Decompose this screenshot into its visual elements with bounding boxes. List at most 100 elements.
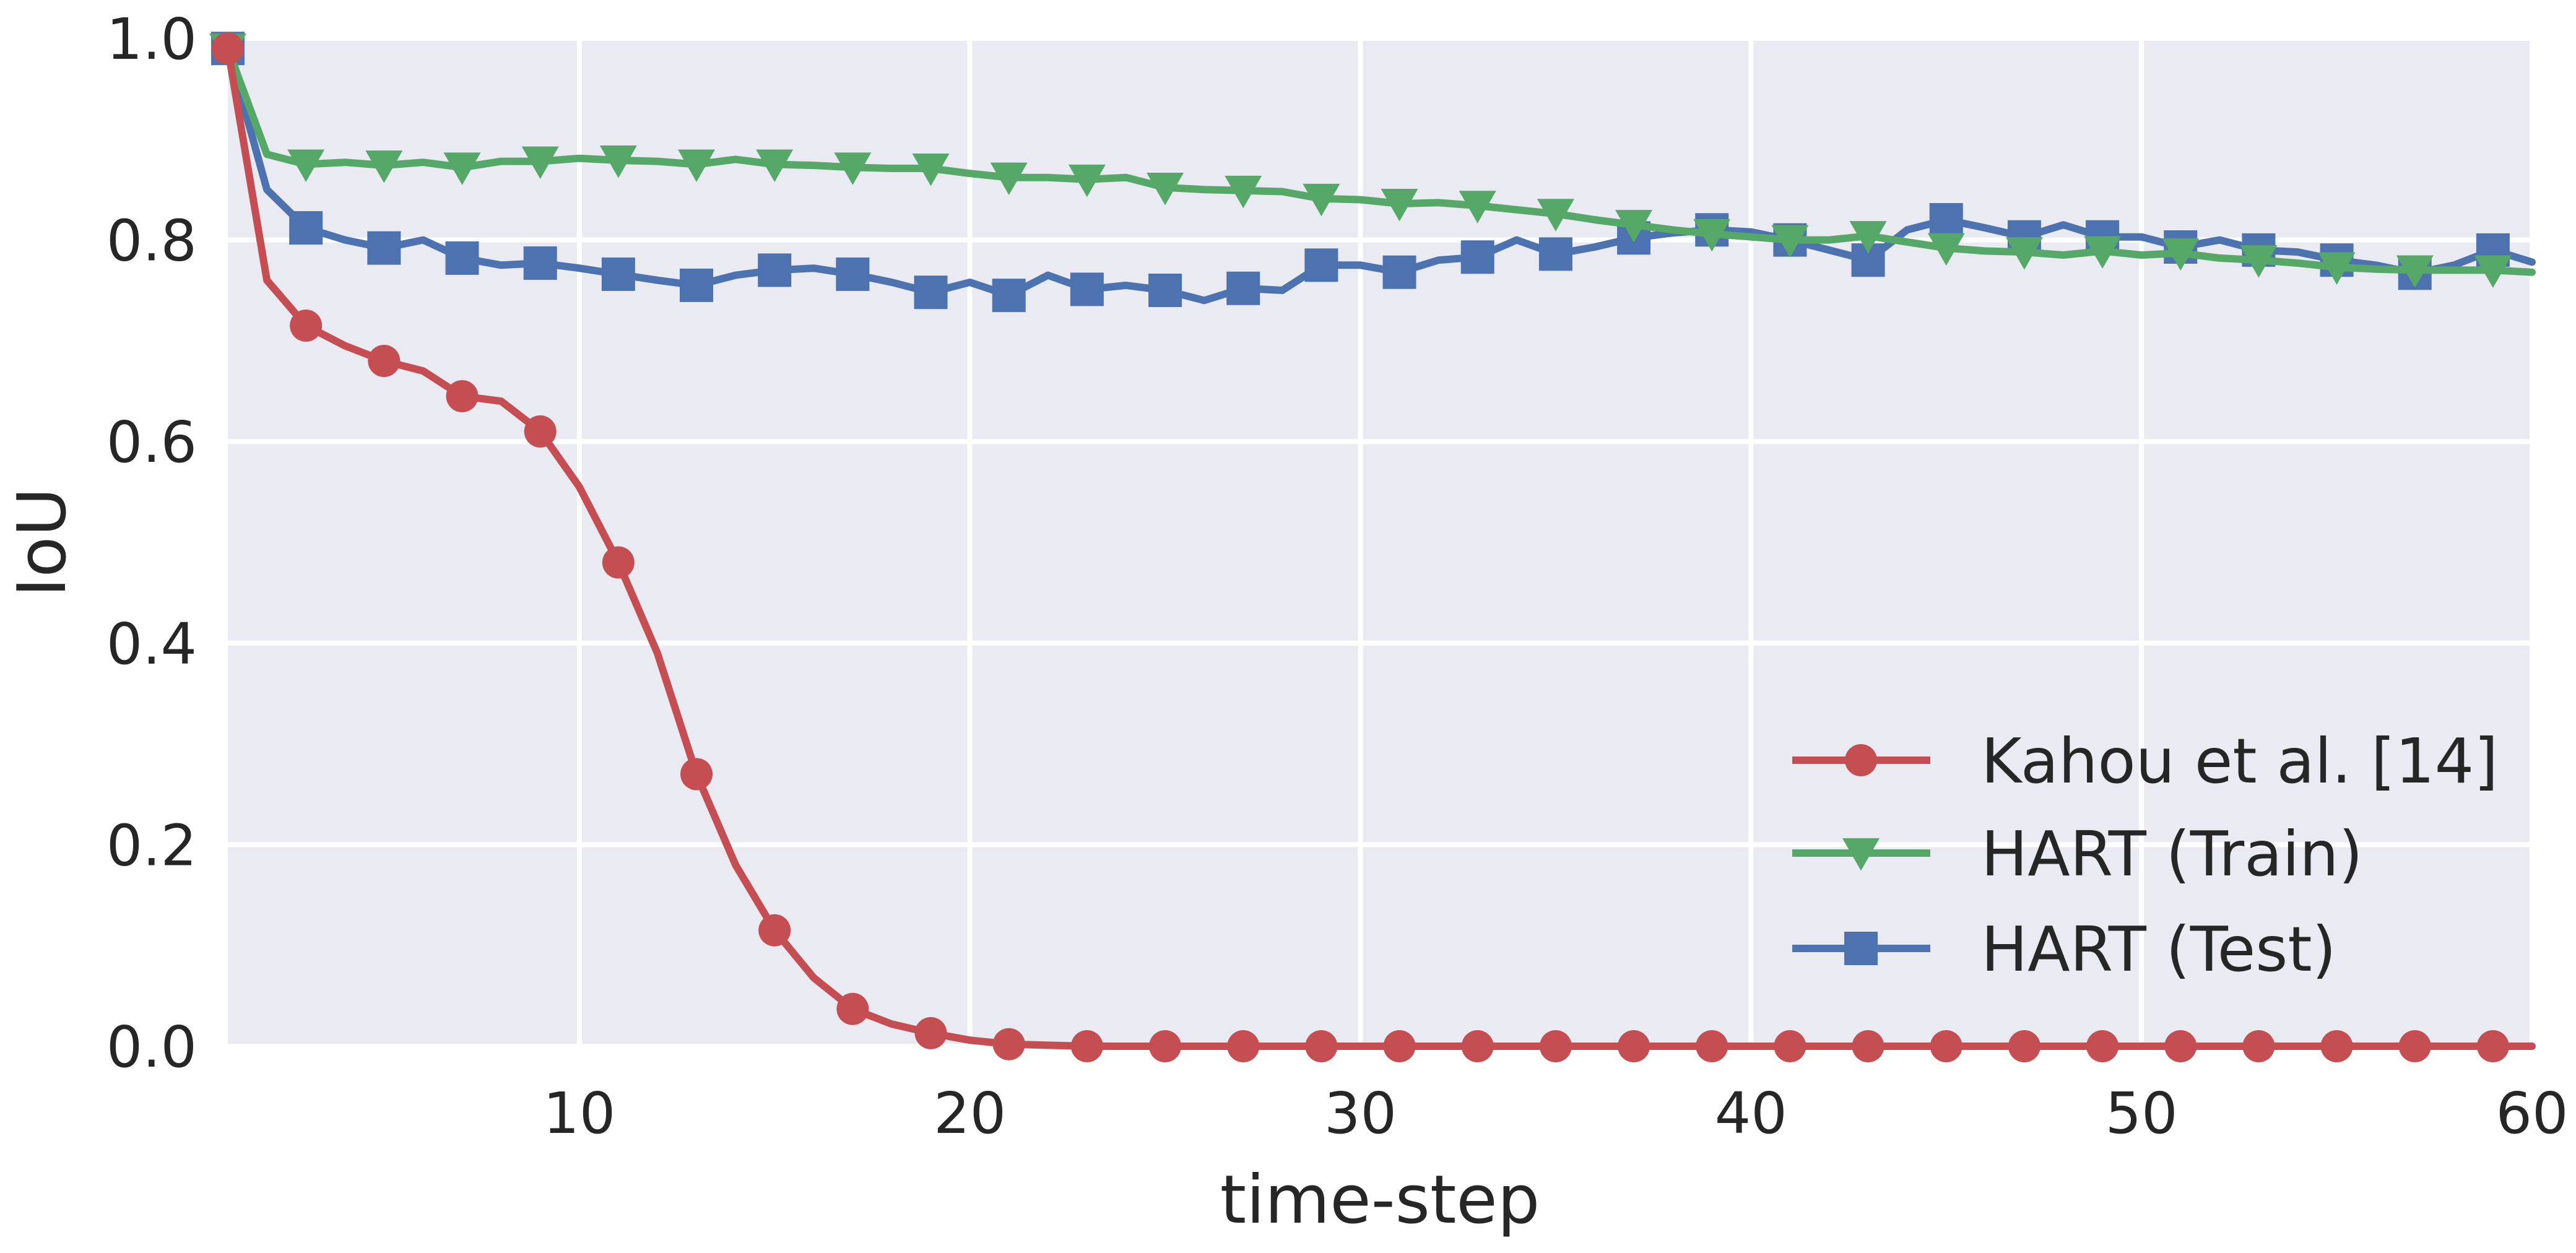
data-point	[992, 1028, 1025, 1060]
data-point	[990, 162, 1028, 196]
data-point	[1537, 199, 1574, 232]
x-tick-label: 20	[934, 1080, 1006, 1147]
data-point	[1459, 191, 1496, 223]
data-point	[2084, 236, 2122, 269]
y-tick-label: 0.0	[106, 1014, 197, 1080]
data-point	[1148, 274, 1182, 307]
data-point	[2396, 255, 2434, 288]
y-tick-label: 0.8	[106, 208, 197, 274]
data-point	[1849, 221, 1887, 254]
data-point	[2320, 1030, 2353, 1062]
data-point	[1696, 1030, 1728, 1062]
data-point	[446, 379, 479, 412]
data-point	[445, 241, 479, 275]
data-point	[1227, 1030, 1260, 1062]
data-point	[521, 146, 559, 180]
legend-marker	[1844, 932, 1878, 965]
y-tick-label: 0.4	[106, 611, 197, 677]
data-point	[836, 257, 870, 291]
data-point	[2318, 252, 2356, 285]
data-point	[758, 914, 791, 947]
data-point	[1774, 1030, 1806, 1062]
legend-label: HART (Test)	[1981, 913, 2336, 986]
data-point	[1771, 225, 1809, 258]
data-point	[1381, 188, 1418, 222]
data-point	[289, 211, 323, 245]
data-point	[1070, 272, 1104, 306]
data-point	[1305, 1030, 1338, 1062]
data-point	[1225, 175, 1262, 209]
series-layer	[209, 32, 2536, 1062]
data-point	[1303, 183, 1340, 217]
x-tick-label: 10	[543, 1080, 615, 1147]
data-point	[914, 275, 948, 310]
data-point	[1929, 203, 1963, 237]
data-point	[290, 309, 323, 342]
data-point	[1147, 172, 1184, 206]
y-tick-labels: 0.0 0.2 0.4 0.6 0.8 1.0	[106, 6, 197, 1080]
data-point	[2242, 1030, 2275, 1062]
data-point	[836, 992, 869, 1025]
x-tick-labels: 10 20 30 40 50 60	[543, 1080, 2568, 1147]
data-point	[1304, 248, 1338, 282]
data-point	[914, 1017, 947, 1049]
data-point	[601, 257, 635, 291]
data-point	[1693, 219, 1731, 252]
legend-label: Kahou et al. [14]	[1981, 725, 2498, 797]
data-point	[368, 344, 401, 377]
data-point	[2005, 237, 2043, 270]
data-point	[599, 145, 637, 178]
data-point	[523, 246, 557, 280]
data-point	[443, 152, 481, 185]
data-point	[992, 279, 1026, 313]
data-point	[912, 154, 950, 186]
data-point	[758, 253, 792, 287]
legend-label: HART (Train)	[1981, 818, 2363, 890]
data-point	[1927, 233, 1965, 266]
data-point	[1383, 1030, 1416, 1062]
data-point	[2008, 1030, 2040, 1062]
y-axis-label: IoU	[4, 488, 81, 597]
x-tick-label: 60	[2496, 1080, 2568, 1147]
data-point	[287, 149, 325, 182]
data-point	[524, 415, 557, 448]
data-point	[1930, 1030, 1962, 1062]
data-point	[756, 149, 794, 182]
y-tick-label: 1.0	[106, 6, 197, 72]
data-point	[680, 758, 713, 791]
data-point	[602, 546, 635, 579]
legend: Kahou et al. [14] HART (Train) HART (Test)	[1792, 725, 2498, 986]
data-point	[680, 268, 714, 302]
data-point	[2398, 1030, 2431, 1062]
data-point	[2476, 1030, 2509, 1062]
data-point	[2240, 245, 2278, 278]
x-tick-label: 30	[1324, 1080, 1397, 1147]
data-point	[2164, 1030, 2197, 1062]
y-tick-label: 0.2	[106, 812, 197, 878]
data-point	[1461, 1030, 1494, 1062]
x-axis-label: time-step	[1220, 1161, 1540, 1239]
data-point	[1852, 1030, 1884, 1062]
data-point	[1382, 255, 1416, 289]
data-point	[834, 152, 872, 185]
data-point	[1070, 1030, 1103, 1062]
plot-background	[228, 38, 2532, 1046]
data-point	[1460, 240, 1494, 274]
legend-marker	[1845, 744, 1877, 776]
data-point	[212, 32, 244, 65]
data-point	[1149, 1030, 1182, 1062]
data-point	[365, 150, 403, 183]
data-point	[1226, 271, 1260, 305]
data-point	[2086, 1030, 2119, 1062]
y-tick-label: 0.6	[106, 409, 197, 475]
x-tick-label: 40	[1715, 1080, 1787, 1147]
data-point	[1538, 237, 1572, 271]
data-point	[1068, 164, 1106, 197]
data-point	[1618, 1030, 1650, 1062]
data-point	[1615, 210, 1653, 243]
series-triangle-down	[209, 33, 2536, 288]
data-point	[2162, 238, 2200, 271]
data-point	[678, 149, 716, 182]
